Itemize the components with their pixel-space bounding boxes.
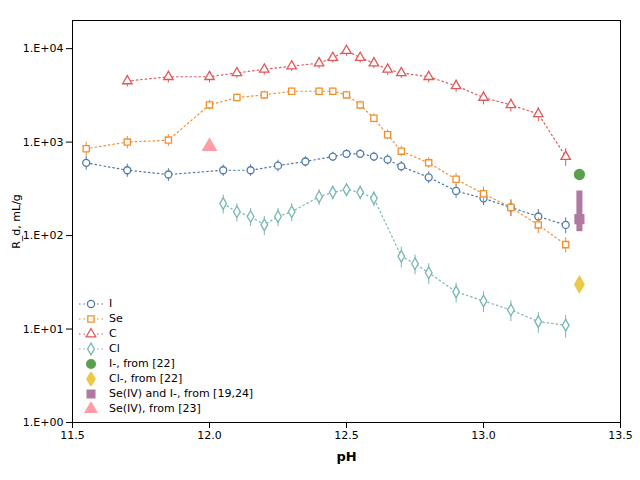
html-text:C: C — [109, 327, 117, 340]
svg-text:11.5: 11.5 — [60, 429, 85, 442]
html-text:I-, from [22]: I-, from [22] — [109, 357, 175, 370]
svg-text:1.E+00: 1.E+00 — [23, 416, 64, 429]
html-text:Se(IV), from [23]: Se(IV), from [23] — [109, 402, 201, 415]
html-text:Cl: Cl — [109, 342, 120, 355]
svg-text:12.0: 12.0 — [197, 429, 222, 442]
svg-text:1.E+01: 1.E+01 — [23, 323, 64, 336]
svg-text:12.5: 12.5 — [334, 429, 359, 442]
svg-text:R_d, mL/g: R_d, mL/g — [10, 194, 23, 249]
html-text:Se(IV) and I-, from [19,24]: Se(IV) and I-, from [19,24] — [109, 387, 254, 400]
svg-text:13.0: 13.0 — [471, 429, 496, 442]
svg-text:1.E+02: 1.E+02 — [23, 229, 64, 242]
svg-text:pH: pH — [336, 449, 356, 464]
html-text:Cl-, from [22]: Cl-, from [22] — [109, 372, 183, 385]
svg-text:1.E+04: 1.E+04 — [23, 42, 64, 55]
html-text:I: I — [109, 297, 113, 310]
svg-text:1.E+03: 1.E+03 — [23, 136, 64, 149]
html-text:Se: Se — [109, 312, 123, 325]
svg-text:13.5: 13.5 — [608, 429, 633, 442]
